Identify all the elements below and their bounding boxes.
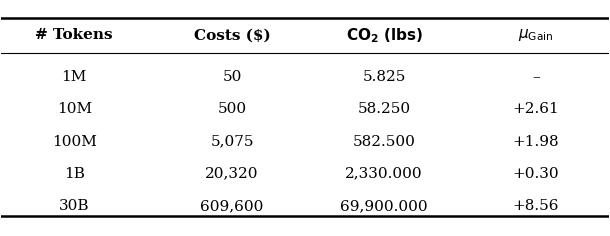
Text: 582.500: 582.500	[353, 135, 415, 148]
Text: Costs ($): Costs ($)	[194, 28, 270, 42]
Text: 20,320: 20,320	[206, 167, 259, 181]
Text: # Tokens: # Tokens	[35, 28, 113, 42]
Text: 5.825: 5.825	[362, 70, 406, 84]
Text: 5,075: 5,075	[210, 135, 254, 148]
Text: 500: 500	[218, 102, 246, 116]
Text: 69,900.000: 69,900.000	[340, 199, 428, 213]
Text: $\mu_{\mathrm{Gain}}$: $\mu_{\mathrm{Gain}}$	[518, 27, 553, 43]
Text: 100M: 100M	[52, 135, 97, 148]
Text: 1M: 1M	[62, 70, 87, 84]
Text: 1B: 1B	[64, 167, 85, 181]
Text: 50: 50	[223, 70, 242, 84]
Text: +0.30: +0.30	[512, 167, 559, 181]
Text: $\mathbf{CO_2}$ $\mathbf{(lbs)}$: $\mathbf{CO_2}$ $\mathbf{(lbs)}$	[345, 26, 422, 45]
Text: –: –	[532, 70, 540, 84]
Text: 30B: 30B	[59, 199, 90, 213]
Text: 58.250: 58.250	[357, 102, 411, 116]
Text: +1.98: +1.98	[512, 135, 559, 148]
Text: +2.61: +2.61	[512, 102, 559, 116]
Text: 2,330.000: 2,330.000	[345, 167, 423, 181]
Text: +8.56: +8.56	[512, 199, 559, 213]
Text: 609,600: 609,600	[201, 199, 264, 213]
Text: 10M: 10M	[57, 102, 92, 116]
